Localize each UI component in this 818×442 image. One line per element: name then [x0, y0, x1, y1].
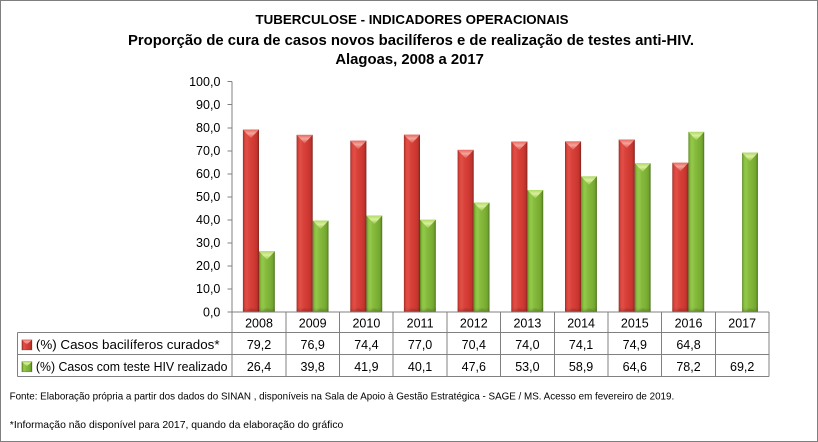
svg-text:26,4: 26,4	[247, 360, 271, 374]
svg-text:64,6: 64,6	[623, 360, 647, 374]
svg-text:10,0: 10,0	[196, 282, 220, 296]
svg-text:Proporção de cura de casos nov: Proporção de cura de casos novos bacilíf…	[128, 33, 694, 49]
svg-text:2009: 2009	[299, 316, 327, 330]
svg-text:80,0: 80,0	[196, 121, 220, 135]
svg-text:(%) Casos com teste HIV realiz: (%) Casos com teste HIV realizado	[36, 360, 228, 374]
svg-text:40,0: 40,0	[196, 213, 220, 227]
svg-text:2012: 2012	[460, 316, 488, 330]
svg-text:74,1: 74,1	[569, 338, 593, 352]
svg-text:76,9: 76,9	[301, 338, 325, 352]
svg-text:2015: 2015	[621, 316, 649, 330]
svg-text:2014: 2014	[567, 316, 595, 330]
svg-text:74,4: 74,4	[354, 338, 378, 352]
svg-text:30,0: 30,0	[196, 236, 220, 250]
svg-text:79,2: 79,2	[247, 338, 271, 352]
svg-text:0,0: 0,0	[203, 305, 220, 319]
svg-text:74,9: 74,9	[623, 338, 647, 352]
svg-text:Fonte: Elaboração própria a pa: Fonte: Elaboração própria a partir dos d…	[10, 391, 675, 403]
svg-text:50,0: 50,0	[196, 190, 220, 204]
svg-text:2016: 2016	[675, 316, 703, 330]
svg-text:40,1: 40,1	[408, 360, 432, 374]
svg-text:60,0: 60,0	[196, 167, 220, 181]
svg-text:53,0: 53,0	[515, 360, 539, 374]
svg-text:20,0: 20,0	[196, 259, 220, 273]
svg-text:70,4: 70,4	[462, 338, 486, 352]
svg-text:2010: 2010	[352, 316, 380, 330]
svg-text:2013: 2013	[513, 316, 541, 330]
svg-text:41,9: 41,9	[354, 360, 378, 374]
svg-text:2011: 2011	[407, 316, 434, 330]
svg-text:100,0: 100,0	[189, 75, 220, 89]
svg-text:70,0: 70,0	[196, 144, 220, 158]
svg-text:64,8: 64,8	[676, 338, 700, 352]
svg-text:2017: 2017	[728, 316, 756, 330]
svg-text:*Informação não disponível p: *Informação não disponível para 2017, qu…	[10, 419, 344, 431]
svg-text:47,6: 47,6	[462, 360, 486, 374]
svg-text:69,2: 69,2	[730, 360, 754, 374]
svg-text:74,0: 74,0	[515, 338, 539, 352]
svg-text:90,0: 90,0	[196, 98, 220, 112]
svg-text:58,9: 58,9	[569, 360, 593, 374]
svg-text:Alagoas, 2008 a 2017: Alagoas, 2008 a 2017	[335, 52, 484, 68]
svg-text:2008: 2008	[245, 316, 273, 330]
svg-text:78,2: 78,2	[676, 360, 700, 374]
svg-text:39,8: 39,8	[301, 360, 325, 374]
svg-text:TUBERCULOSE - INDICADORES OPER: TUBERCULOSE - INDICADORES OPERACIONAIS	[256, 12, 569, 27]
svg-text:(%) Casos bacilíferos curados*: (%) Casos bacilíferos curados*	[36, 338, 220, 352]
svg-text:77,0: 77,0	[408, 338, 432, 352]
